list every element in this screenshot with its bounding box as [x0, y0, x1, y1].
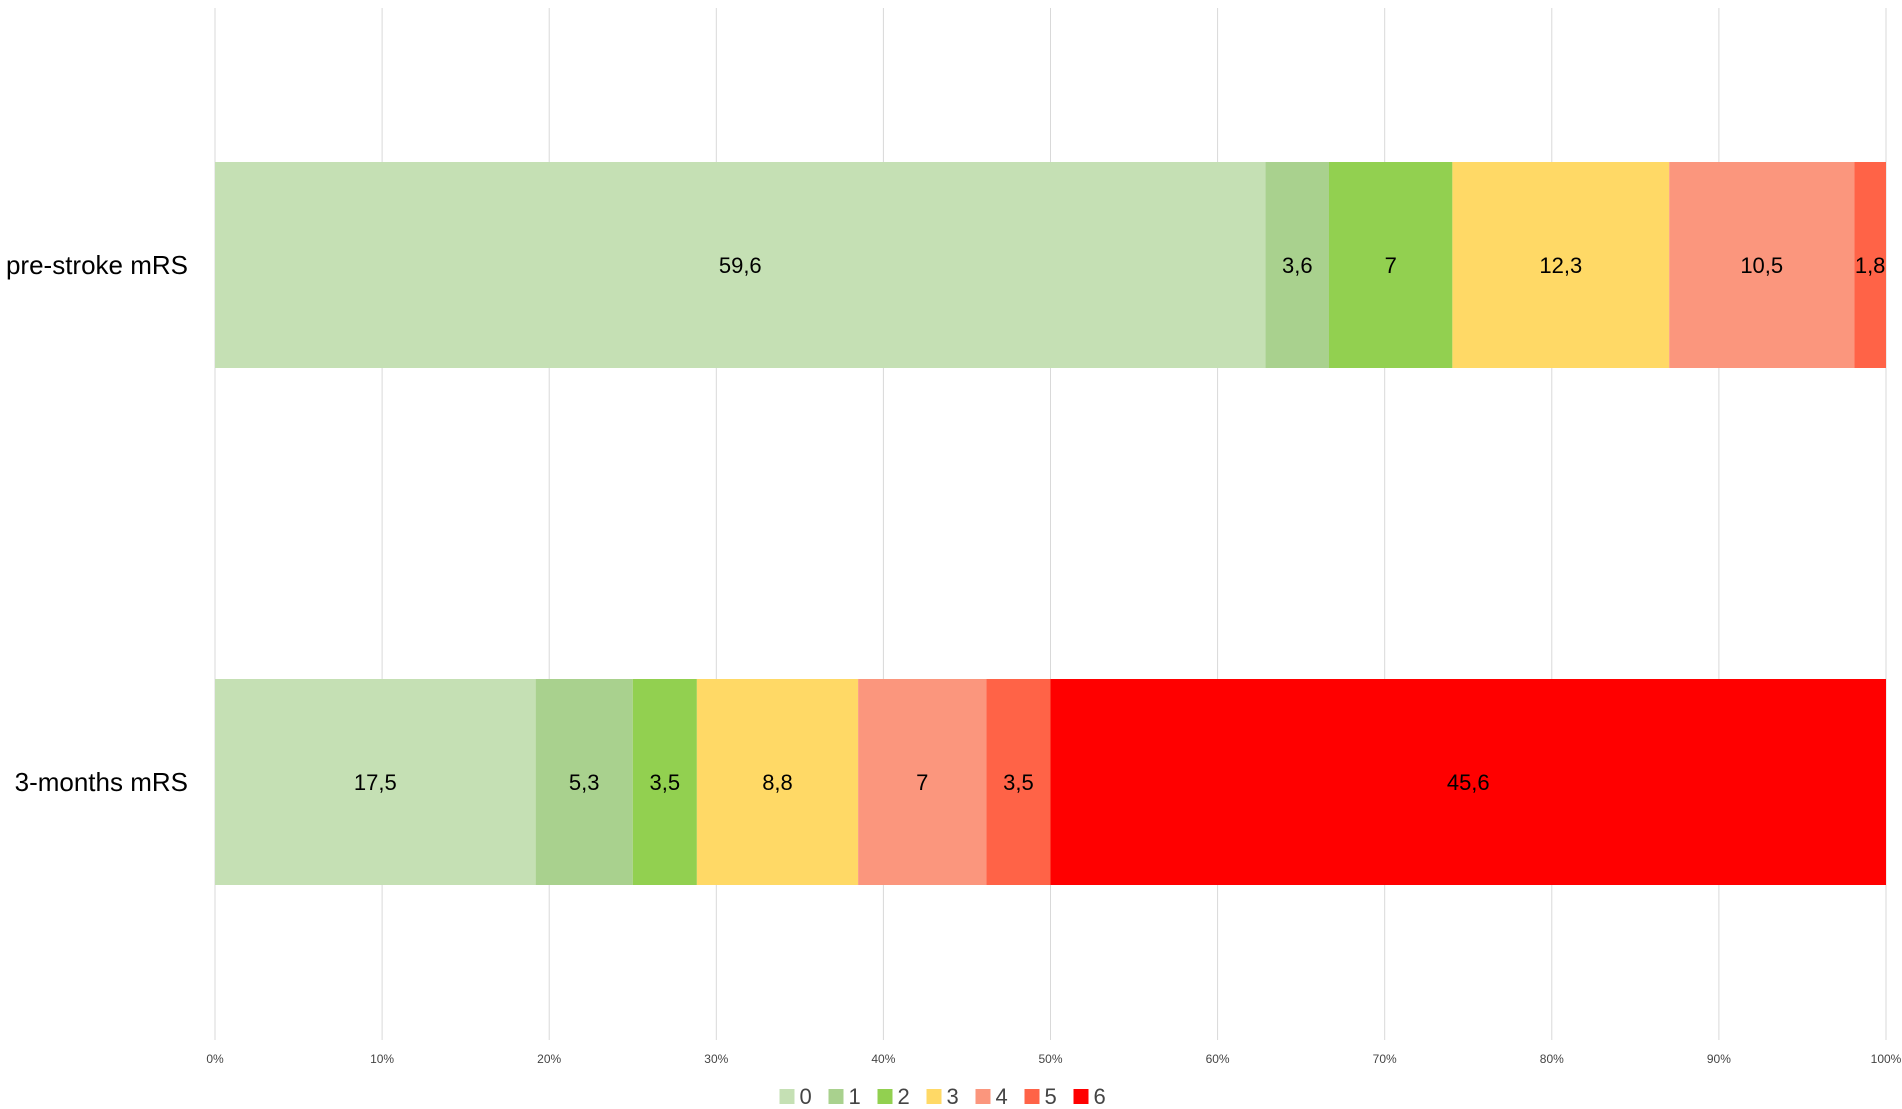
data-label: 59,6: [719, 253, 762, 278]
data-label: 3,5: [1003, 770, 1034, 795]
bar-segments: [215, 162, 1886, 885]
x-tick-label: 0%: [206, 1052, 224, 1066]
bar-segment-0-5: [1854, 162, 1886, 368]
legend-swatch-4: [975, 1089, 991, 1104]
legend-swatch-3: [926, 1089, 942, 1104]
legend-label: 6: [1094, 1084, 1106, 1109]
x-tick-label: 100%: [1871, 1052, 1902, 1066]
data-label: 5,3: [569, 770, 600, 795]
data-label: 12,3: [1539, 253, 1582, 278]
x-tick-label: 30%: [704, 1052, 728, 1066]
legend-swatch-0: [779, 1089, 795, 1104]
x-tick-label: 80%: [1540, 1052, 1564, 1066]
legend-swatch-5: [1024, 1089, 1040, 1104]
bar-segment-1-5: [986, 679, 1051, 885]
data-label: 1,8: [1855, 253, 1886, 278]
legend-label: 0: [800, 1084, 812, 1109]
x-tick-label: 70%: [1373, 1052, 1397, 1066]
legend-label: 1: [849, 1084, 861, 1109]
category-label: 3-months mRS: [15, 767, 188, 797]
bar-segment-0-4: [1669, 162, 1855, 368]
category-labels: pre-stroke mRS 3-months mRS: [6, 250, 188, 797]
legend-label: 4: [996, 1084, 1008, 1109]
bar-segment-1-1: [535, 679, 633, 885]
x-axis-tick-labels: 0% 10% 20% 30% 40% 50% 60% 70% 80% 90% 100%: [206, 1052, 1901, 1066]
bar-segment-0-3: [1452, 162, 1670, 368]
legend-swatch-1: [828, 1089, 844, 1104]
x-tick-label: 50%: [1038, 1052, 1062, 1066]
data-label: 7: [916, 770, 928, 795]
data-label: 3,5: [650, 770, 681, 795]
legend-label: 2: [898, 1084, 910, 1109]
bar-segment-0-0: [215, 162, 1266, 368]
x-tick-label: 40%: [871, 1052, 895, 1066]
bar-segment-0-2: [1329, 162, 1453, 368]
legend: 0 1 2 3 4 5 6: [779, 1084, 1106, 1109]
x-tick-label: 10%: [370, 1052, 394, 1066]
data-label: 8,8: [762, 770, 793, 795]
data-label: 10,5: [1740, 253, 1783, 278]
bar-segment-1-6: [1050, 679, 1886, 885]
bar-segment-1-4: [858, 679, 987, 885]
x-tick-label: 90%: [1707, 1052, 1731, 1066]
x-tick-label: 20%: [537, 1052, 561, 1066]
legend-swatch-2: [877, 1089, 893, 1104]
bar-segment-1-0: [215, 679, 536, 885]
legend-label: 3: [947, 1084, 959, 1109]
legend-swatch-6: [1073, 1089, 1089, 1104]
bar-segment-1-3: [696, 679, 859, 885]
bar-segment-1-2: [632, 679, 697, 885]
data-labels: 59,6 3,6 7 12,3 10,5 1,8 17,5 5,3 3,5 8,8 7 3,5 45,6: [354, 253, 1886, 795]
data-label: 17,5: [354, 770, 397, 795]
bar-segment-0-1: [1265, 162, 1329, 368]
data-label: 45,6: [1447, 770, 1490, 795]
data-label: 7: [1385, 253, 1397, 278]
category-label: pre-stroke mRS: [6, 250, 188, 280]
legend-label: 5: [1045, 1084, 1057, 1109]
data-label: 3,6: [1282, 253, 1313, 278]
x-tick-label: 60%: [1206, 1052, 1230, 1066]
